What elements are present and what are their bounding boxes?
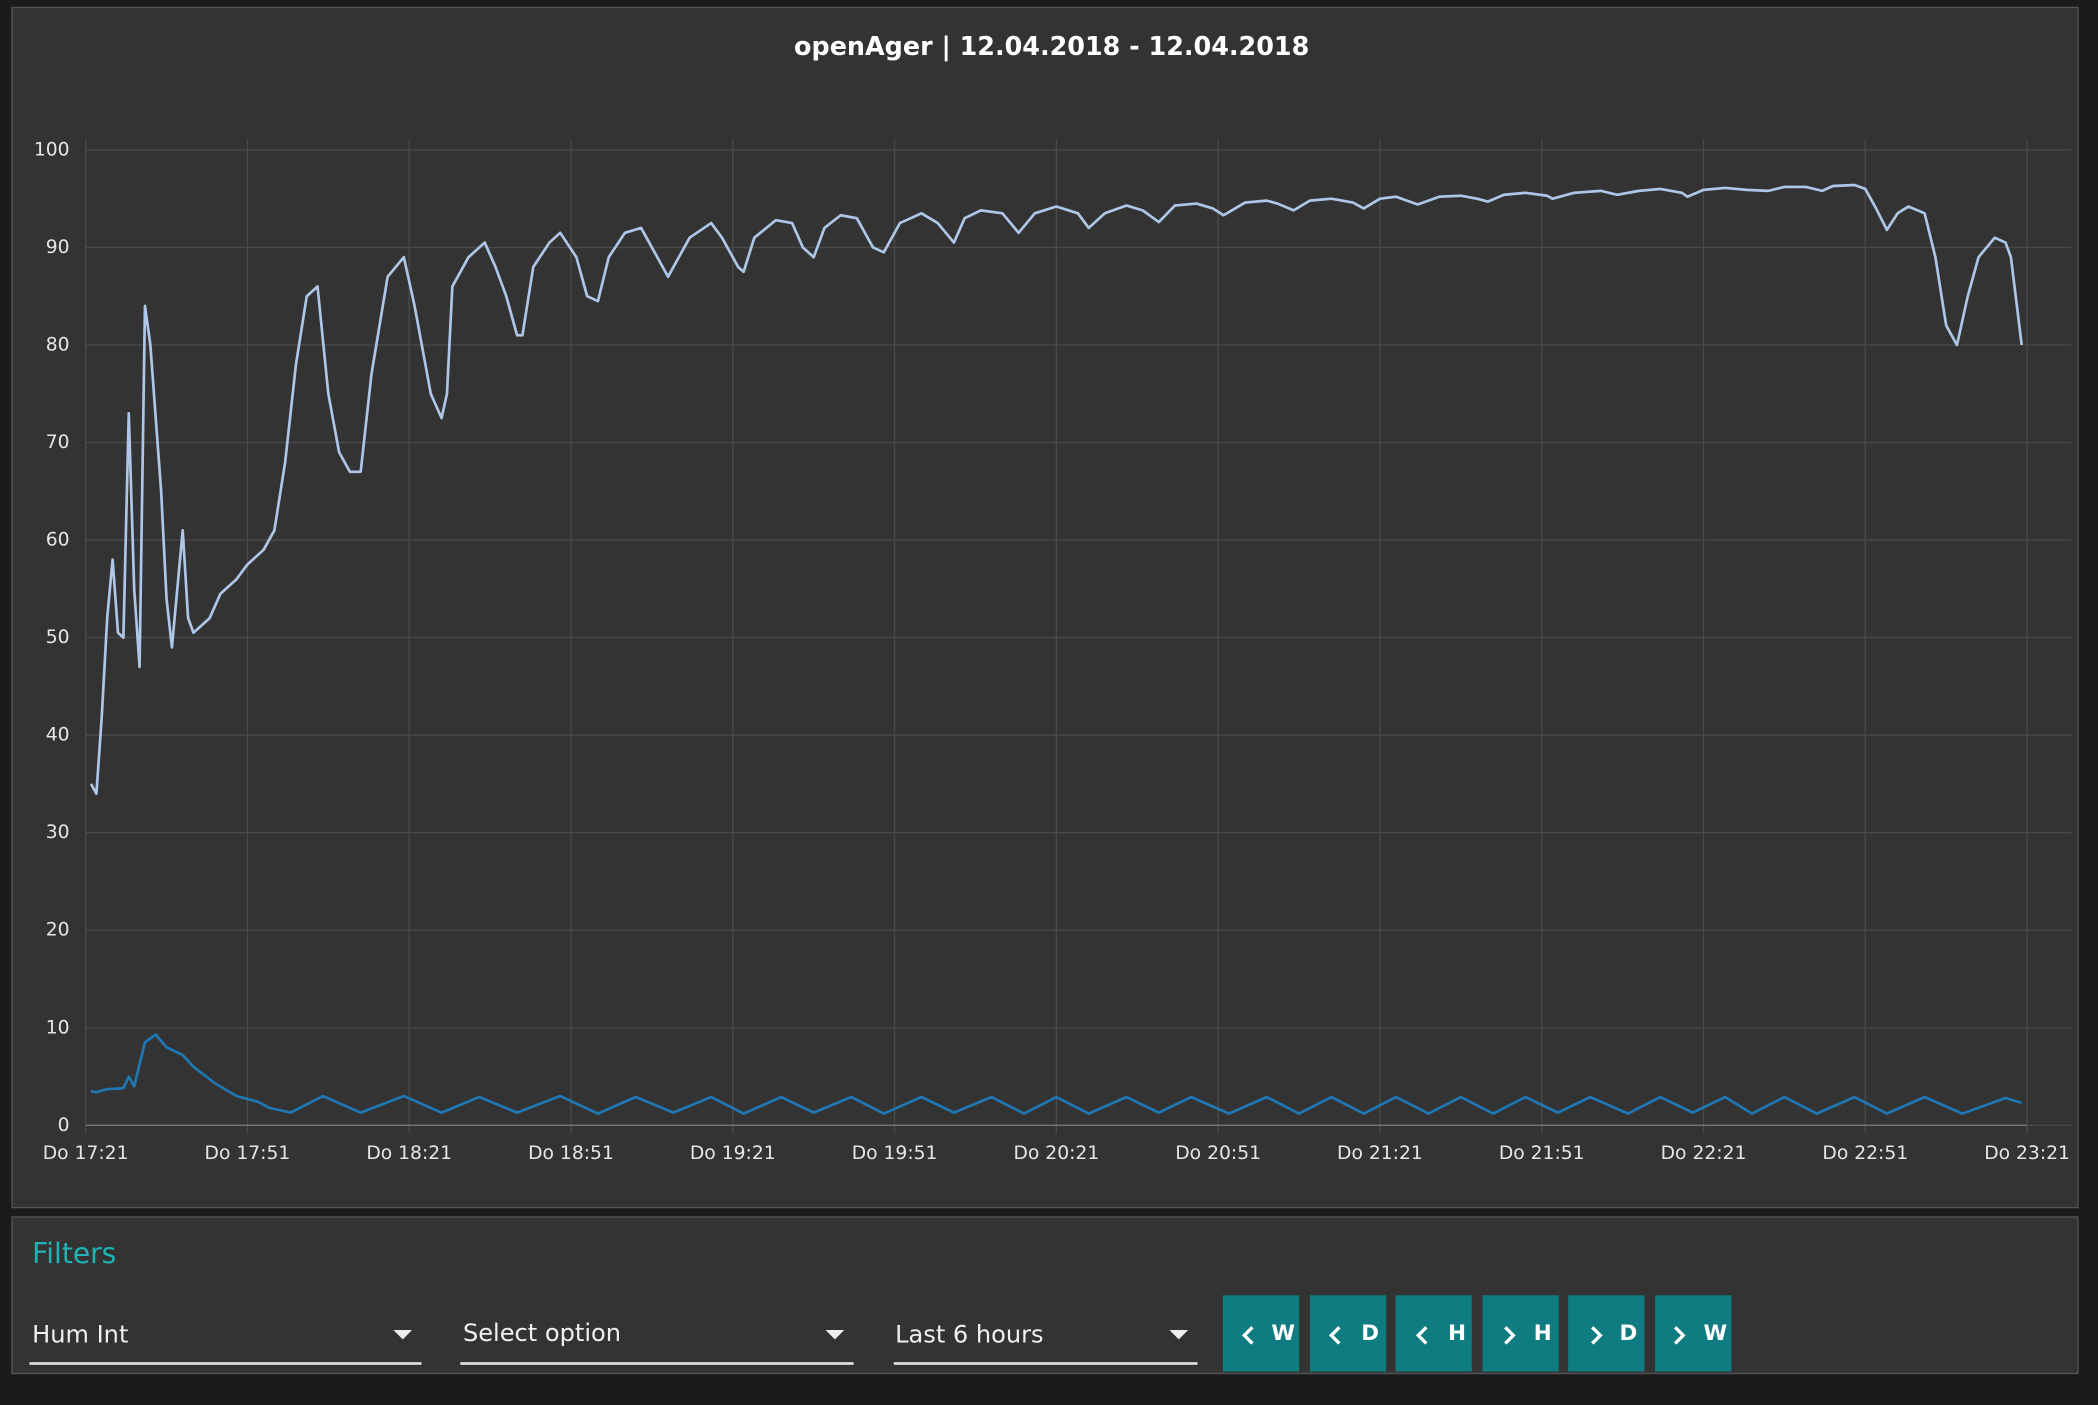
y-tick-label: 50 — [46, 627, 70, 648]
x-tick-label: Do 19:21 — [690, 1143, 776, 1164]
y-tick-label: 100 — [34, 139, 70, 160]
select[interactable]: Last 6 hours — [893, 1320, 1198, 1365]
button-label[interactable]: D — [1619, 1321, 1637, 1346]
button-bg[interactable] — [1568, 1295, 1645, 1372]
button-bg[interactable] — [1482, 1295, 1559, 1372]
y-tick-label: 0 — [58, 1115, 70, 1136]
chart-title: openAger | 12.04.2018 - 12.04.2018 — [794, 31, 1309, 61]
data-line — [89, 183, 2024, 796]
nav-button[interactable]: D — [1568, 1295, 1645, 1372]
button-bg[interactable] — [1222, 1295, 1300, 1372]
button-bg[interactable] — [1309, 1295, 1387, 1372]
nav-button[interactable]: D — [1309, 1295, 1387, 1372]
x-tick-label: Do 22:51 — [1822, 1143, 1908, 1164]
chevron-right[interactable] — [1504, 1326, 1516, 1345]
select-value[interactable]: Hum Int — [32, 1320, 128, 1348]
x-tick-label: Do 22:21 — [1661, 1143, 1747, 1164]
x-tick-label: Do 20:51 — [1175, 1143, 1261, 1164]
button-label[interactable]: W — [1704, 1321, 1728, 1346]
x-tick-label: Do 21:21 — [1337, 1143, 1423, 1164]
y-tick-label: 30 — [46, 822, 70, 843]
y-tick-label: 10 — [46, 1017, 70, 1038]
button-bg[interactable] — [1395, 1295, 1472, 1372]
button-label[interactable]: D — [1361, 1321, 1379, 1346]
filters-panel — [11, 1216, 2079, 1375]
plot: 0 10 20 30 40 50 60 70 80 90 100 Do 17:21 Do 17:51 Do… — [34, 139, 2072, 1164]
chevron-left[interactable] — [1241, 1326, 1254, 1345]
button-bg[interactable] — [1655, 1295, 1732, 1372]
chevron-left[interactable] — [1415, 1326, 1428, 1345]
y-tick-label: 70 — [46, 432, 70, 453]
x-tick-label: Do 17:51 — [205, 1143, 291, 1164]
y-tick-label: 20 — [46, 920, 70, 941]
x-tick-label: Do 20:21 — [1013, 1143, 1099, 1164]
caret[interactable] — [1169, 1330, 1189, 1340]
y-tick-label: 60 — [46, 530, 70, 551]
select-value[interactable]: Select option — [463, 1319, 621, 1347]
x-tick-label: Do 18:51 — [528, 1143, 614, 1164]
chevron-left[interactable] — [1328, 1326, 1341, 1345]
y-tick-label: 40 — [46, 725, 70, 746]
button-label[interactable]: H — [1534, 1321, 1552, 1346]
select-value[interactable]: Last 6 hours — [895, 1320, 1043, 1348]
button-label[interactable]: H — [1448, 1321, 1466, 1346]
nav-button[interactable]: H — [1482, 1295, 1559, 1372]
chevron-right[interactable] — [1674, 1326, 1686, 1345]
x-tick-label: Do 19:51 — [852, 1143, 938, 1164]
button-label[interactable]: W — [1271, 1321, 1295, 1346]
nav-button[interactable]: W — [1222, 1295, 1300, 1372]
caret[interactable] — [393, 1330, 413, 1340]
caret[interactable] — [825, 1330, 845, 1340]
chevron-right[interactable] — [1591, 1326, 1603, 1345]
y-tick-label: 90 — [46, 237, 70, 258]
filters-title: Filters — [32, 1237, 116, 1270]
select[interactable]: Select option — [460, 1319, 854, 1365]
chart-panel — [11, 6, 2079, 1209]
nav-button[interactable]: W — [1655, 1295, 1732, 1372]
data-line — [90, 1033, 2023, 1115]
x-tick-label: Do 23:21 — [1984, 1143, 2070, 1164]
nav-button[interactable]: H — [1395, 1295, 1472, 1372]
x-tick-label: Do 17:21 — [43, 1143, 129, 1164]
x-tick-label: Do 21:51 — [1499, 1143, 1585, 1164]
x-tick-label: Do 18:21 — [366, 1143, 452, 1164]
y-tick-label: 80 — [46, 334, 70, 355]
select[interactable]: Hum Int — [29, 1320, 422, 1365]
